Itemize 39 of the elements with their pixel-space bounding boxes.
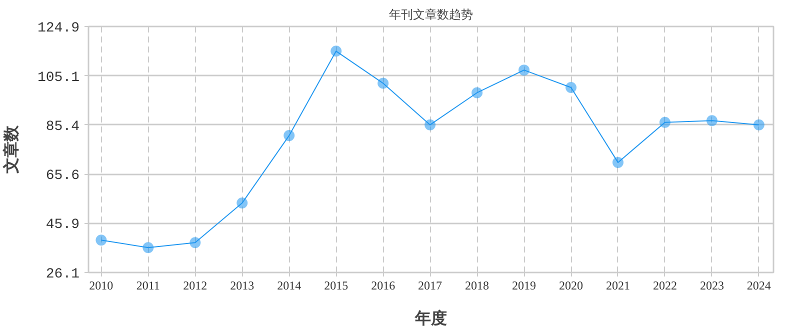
point [472, 87, 483, 98]
y-tick-label: 45.9 [46, 217, 80, 234]
point [142, 242, 154, 254]
point [190, 237, 201, 248]
point [284, 130, 295, 142]
x-tick-label: 2013 [230, 278, 254, 292]
x-tick-label: 2024 [746, 278, 771, 292]
y-tick-label: 26.1 [46, 266, 80, 282]
x-tick-label: 2010 [89, 278, 114, 292]
x-axis-title: 年度 [414, 308, 447, 328]
x-tick-label: 2021 [606, 278, 630, 292]
x-tick-label: 2022 [652, 278, 677, 292]
point [330, 46, 342, 57]
point [424, 119, 436, 130]
x-tick-label: 2023 [700, 278, 724, 292]
point [518, 64, 530, 76]
x-tick-label: 2015 [324, 278, 348, 292]
point [753, 119, 764, 130]
x-tick-label: 2019 [512, 278, 536, 292]
x-tick-label: 2014 [277, 278, 302, 292]
x-tick-label: 2012 [183, 278, 208, 292]
y-tick-label: 85.4 [46, 118, 80, 135]
point [566, 82, 577, 93]
y-tick-label: 105.1 [37, 70, 80, 86]
point [612, 156, 624, 168]
chart-title: 年刊文章数趋势 [389, 8, 473, 22]
x-tick-label: 2016 [371, 278, 396, 292]
y-axis-title: 文章数 [2, 124, 20, 174]
x-tick-label: 2017 [418, 278, 442, 292]
y-tick-label: 124.9 [37, 20, 80, 36]
point [378, 78, 389, 89]
point [706, 115, 718, 126]
x-tick-label: 2011 [136, 278, 160, 292]
y-tick-label: 65.6 [46, 168, 80, 184]
point [96, 234, 107, 246]
point [659, 116, 670, 128]
x-tick-label: 2018 [465, 278, 490, 292]
point [236, 198, 248, 209]
x-tick-label: 2020 [559, 278, 584, 292]
